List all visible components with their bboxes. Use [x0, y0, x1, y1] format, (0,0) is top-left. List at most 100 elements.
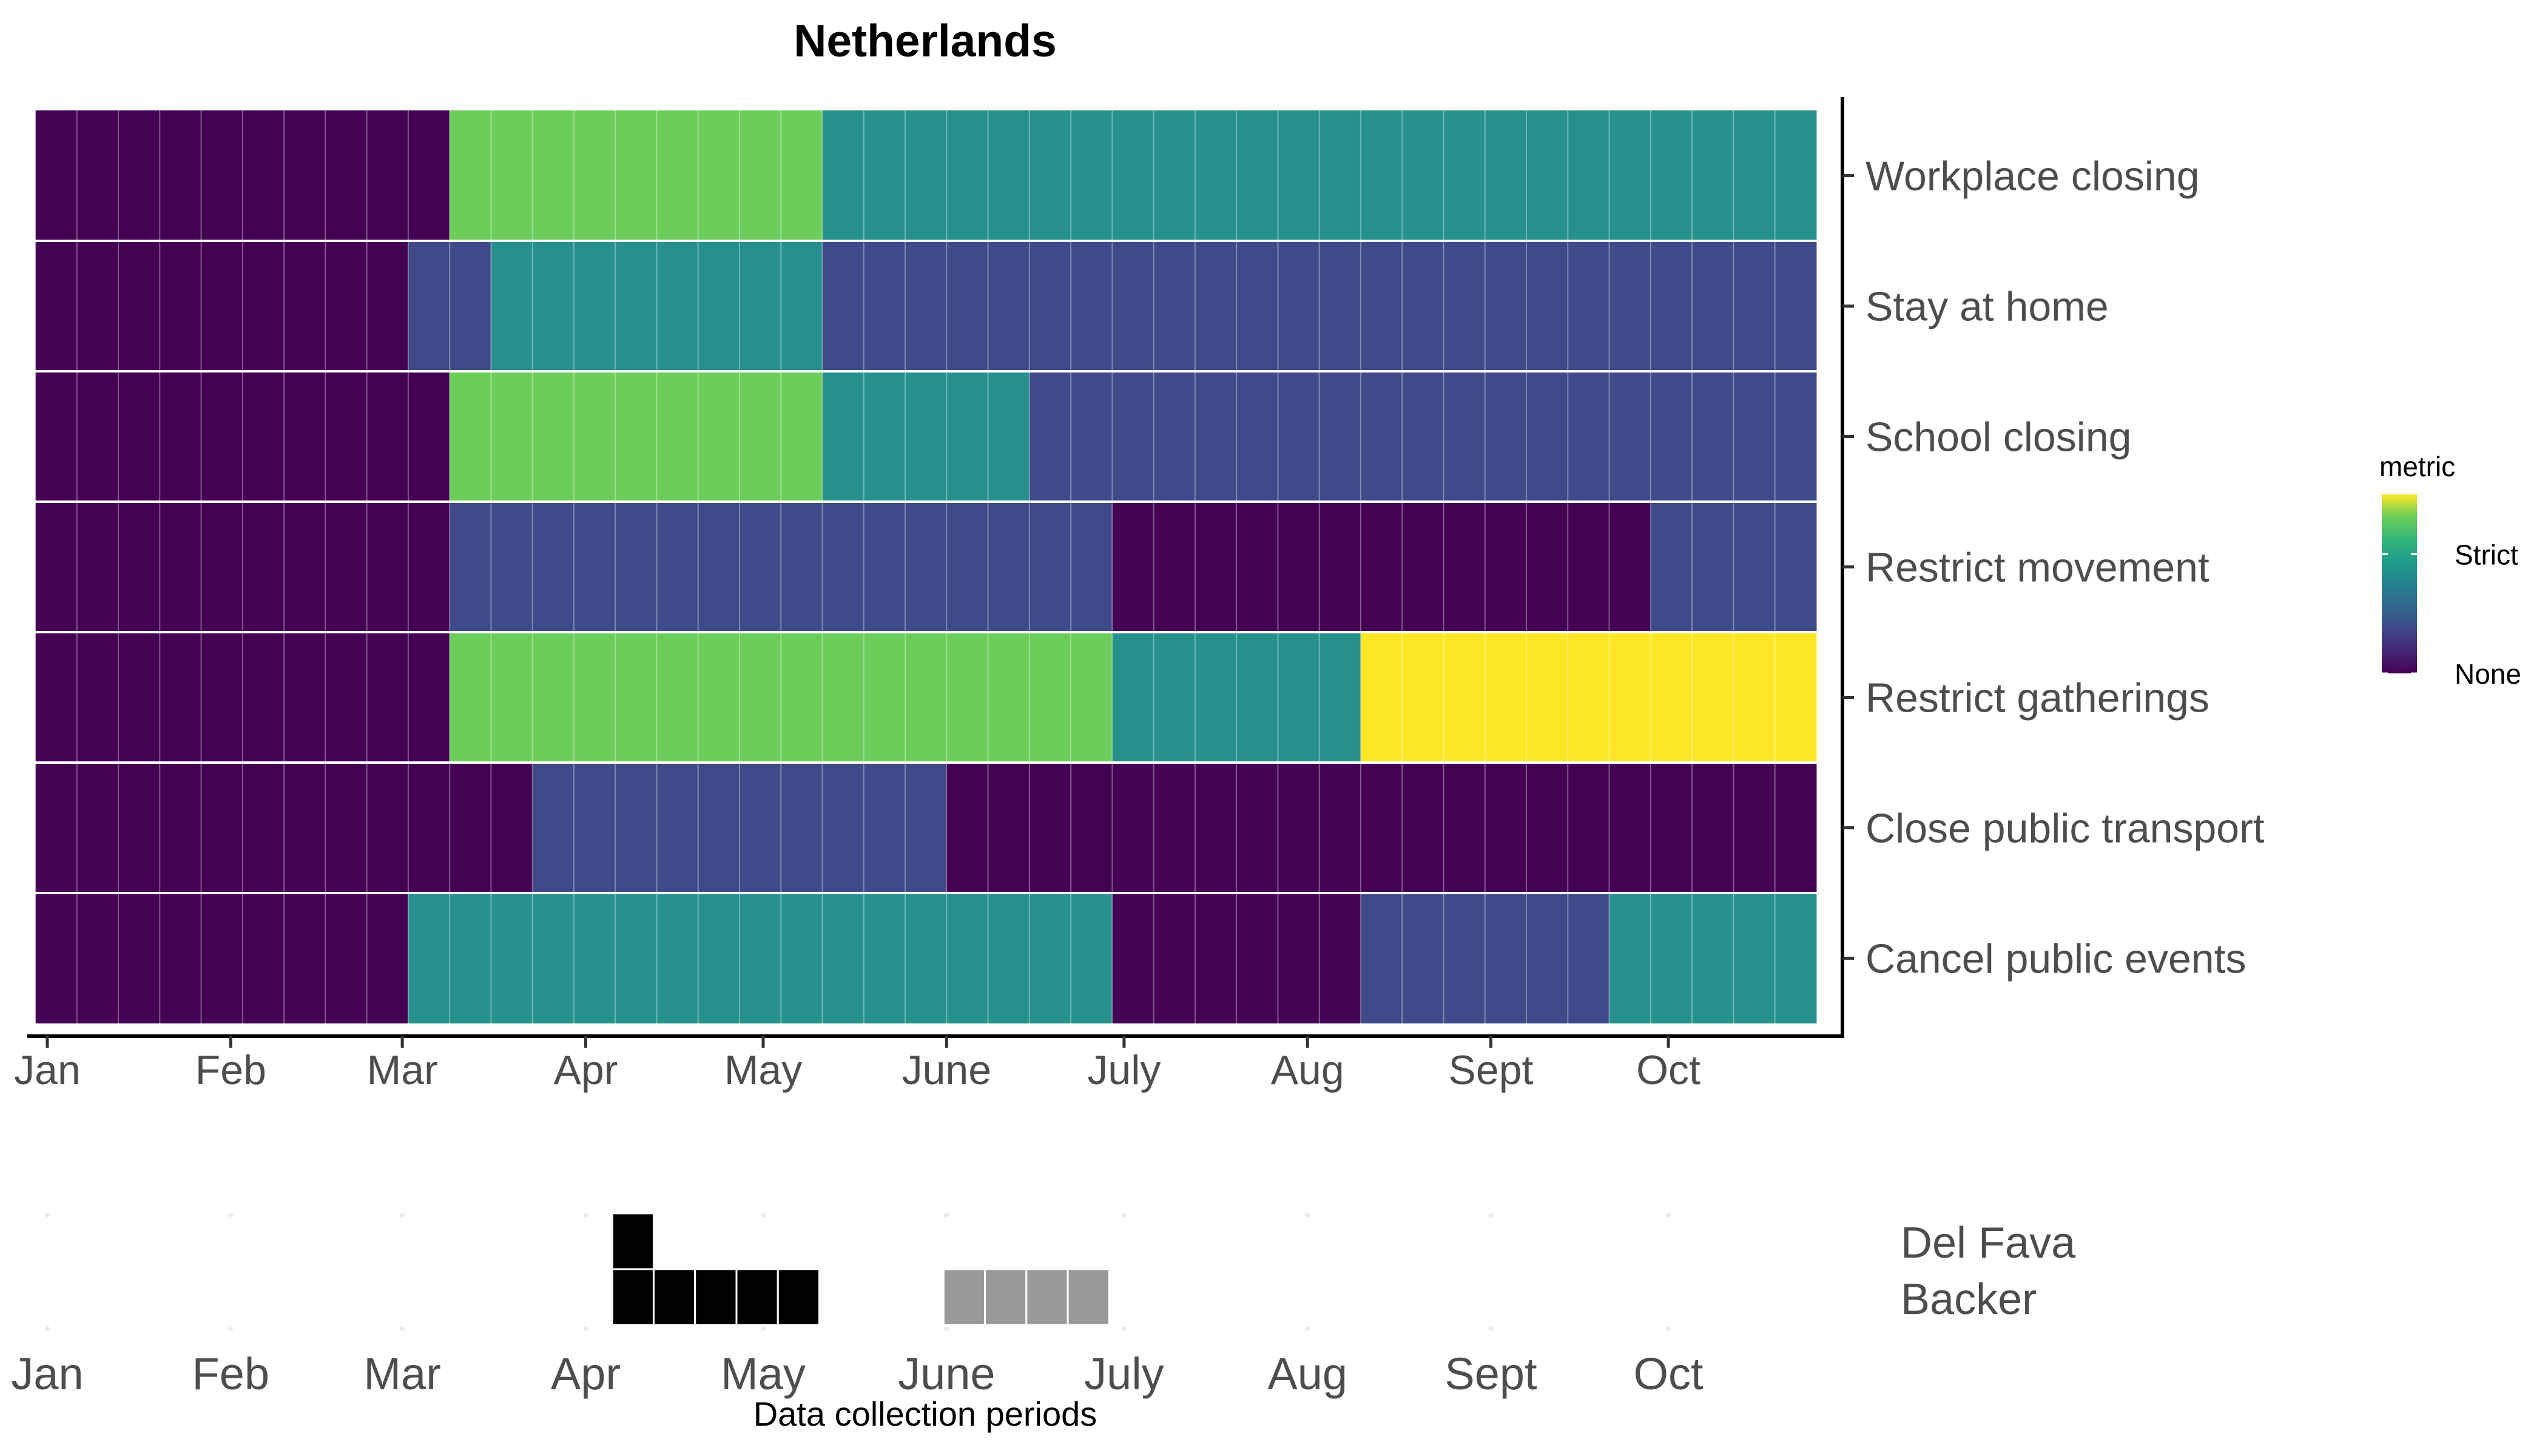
heatmap-cell [946, 110, 989, 241]
heatmap-cell [491, 110, 533, 241]
heatmap-cell [863, 241, 906, 371]
collection-period-cell [611, 1268, 655, 1326]
heatmap-cell [408, 502, 450, 632]
heatmap-cell [1609, 502, 1651, 632]
collection-period-cell [611, 1212, 655, 1270]
heatmap-cell [1319, 371, 1361, 502]
heatmap-cell [1443, 763, 1486, 893]
heatmap-cell [1071, 763, 1113, 893]
heatmap-cell [988, 241, 1030, 371]
heatmap-cell [118, 502, 160, 632]
heatmap-cell [1609, 241, 1651, 371]
heatmap-cell [1485, 632, 1527, 763]
heatmap-cell [1733, 371, 1776, 502]
gridpoint [1305, 1213, 1310, 1218]
heatmap-cell [573, 632, 616, 763]
heatmap-cell [160, 110, 202, 241]
heatmap-cell [1278, 241, 1320, 371]
heatmap-cell [325, 763, 368, 893]
heatmap-cell [1733, 241, 1776, 371]
legend-colorbar [2382, 494, 2417, 673]
heatmap-cell [491, 632, 533, 763]
heatmap-cell [1774, 371, 1817, 502]
heatmap-cell [160, 893, 202, 1023]
heatmap-cell [1443, 371, 1486, 502]
heatmap-cell [1112, 241, 1154, 371]
heatmap-cell [739, 241, 781, 371]
heatmap-cell [615, 632, 658, 763]
heatmap-cell [1153, 502, 1196, 632]
heatmap-cell [1236, 632, 1279, 763]
heatmap-cell [1485, 893, 1527, 1023]
heatmap-x-tick-label: Mar [367, 1047, 438, 1093]
heatmap-cell [366, 502, 409, 632]
collection-periods-x-tick-label: Apr [551, 1349, 621, 1399]
heatmap-cell [450, 632, 491, 763]
heatmap-cell [160, 763, 202, 893]
heatmap-cell [201, 502, 243, 632]
heatmap-cell [781, 371, 823, 502]
heatmap-cell [615, 893, 658, 1023]
heatmap-cell [408, 371, 450, 502]
collection-periods-x-tick-label: May [721, 1349, 806, 1399]
heatmap-cell [698, 763, 740, 893]
heatmap-cell [408, 632, 450, 763]
heatmap-cell [905, 241, 947, 371]
heatmap-cell [1443, 893, 1486, 1023]
heatmap-cell [739, 110, 781, 241]
heatmap-cell [242, 763, 285, 893]
heatmap-cell [822, 371, 864, 502]
heatmap-cell [491, 241, 533, 371]
heatmap-cell [1319, 241, 1361, 371]
heatmap-cell [573, 371, 616, 502]
heatmap-x-ticks: Jan Feb Mar Apr May June July Aug Sept Oct [14, 1036, 1700, 1093]
heatmap-cell [988, 632, 1030, 763]
collection-period-cell [694, 1268, 738, 1326]
heatmap-cell [1195, 110, 1237, 241]
heatmap-cell [1692, 371, 1734, 502]
gridpoint [400, 1213, 405, 1218]
heatmap-cell [863, 632, 906, 763]
heatmap-cell [1360, 763, 1403, 893]
heatmap-cell [284, 371, 326, 502]
heatmap-cell [201, 110, 243, 241]
heatmap-cell [615, 110, 658, 241]
heatmap-cell [1319, 110, 1361, 241]
heatmap-cell [325, 241, 368, 371]
legend-label: None [2455, 658, 2521, 690]
heatmap-cell [1195, 893, 1237, 1023]
heatmap-cell [1029, 502, 1071, 632]
heatmap-cell [35, 241, 78, 371]
heatmap-cell [1071, 371, 1113, 502]
heatmap-cell [1112, 110, 1154, 241]
heatmap-cell [1071, 110, 1113, 241]
heatmap-cell [1733, 110, 1776, 241]
heatmap-cell [1319, 763, 1361, 893]
heatmap-cell [532, 110, 575, 241]
heatmap-cell [1071, 502, 1113, 632]
collection-period-cell [984, 1268, 1028, 1326]
heatmap-cell [1112, 632, 1154, 763]
heatmap-cell [1485, 371, 1527, 502]
heatmap-cell [1153, 763, 1196, 893]
heatmap-cell [35, 502, 78, 632]
heatmap-cell [1236, 502, 1279, 632]
heatmap-cell [1733, 763, 1776, 893]
heatmap-cell [408, 241, 450, 371]
heatmap-cell [1278, 110, 1320, 241]
heatmap-cell [1029, 371, 1071, 502]
heatmap-cell [739, 502, 781, 632]
heatmap-cell [781, 632, 823, 763]
heatmap-cell [863, 371, 906, 502]
heatmap-cell [1650, 632, 1693, 763]
heatmap-cell [76, 893, 119, 1023]
heatmap-cell [450, 763, 491, 893]
heatmap-x-tick-label: Apr [554, 1047, 618, 1093]
heatmap-row-label: Restrict gatherings [1866, 675, 2209, 721]
heatmap-cell [118, 632, 160, 763]
heatmap-cell [1112, 371, 1154, 502]
heatmap-cell [822, 502, 864, 632]
heatmap-cell [1650, 241, 1693, 371]
heatmap-cell [905, 371, 947, 502]
